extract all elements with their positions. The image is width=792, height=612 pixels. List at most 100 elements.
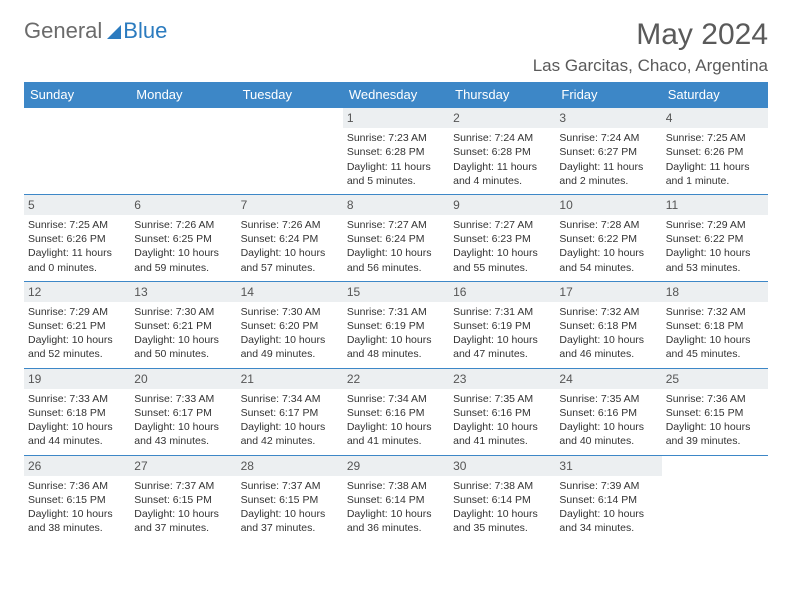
logo-text-gray: General — [24, 18, 102, 44]
sunrise-text: Sunrise: 7:35 AM — [453, 392, 551, 406]
calendar-day-cell: 29Sunrise: 7:38 AMSunset: 6:14 PMDayligh… — [343, 455, 449, 541]
sunset-text: Sunset: 6:15 PM — [666, 406, 764, 420]
day-number: 13 — [130, 282, 236, 302]
sunset-text: Sunset: 6:17 PM — [134, 406, 232, 420]
location: Las Garcitas, Chaco, Argentina — [533, 56, 768, 76]
logo: General Blue — [24, 18, 167, 44]
calendar-day-cell: 23Sunrise: 7:35 AMSunset: 6:16 PMDayligh… — [449, 368, 555, 455]
sunrise-text: Sunrise: 7:32 AM — [559, 305, 657, 319]
calendar-day-cell: 17 Sunrise: 7:32 AMSunset: 6:18 PMDayligh… — [555, 281, 661, 368]
weekday-header: Tuesday — [237, 82, 343, 108]
daylight-text: Daylight: 10 hours and 48 minutes. — [347, 333, 445, 361]
calendar-day-cell: 20Sunrise: 7:33 AMSunset: 6:17 PMDayligh… — [130, 368, 236, 455]
daylight-text: Daylight: 10 hours and 46 minutes. — [559, 333, 657, 361]
day-number: 17 — [555, 282, 661, 302]
daylight-text: Daylight: 10 hours and 56 minutes. — [347, 246, 445, 274]
sunset-text: Sunset: 6:14 PM — [559, 493, 657, 507]
calendar-day-cell: 15Sunrise: 7:31 AMSunset: 6:19 PMDayligh… — [343, 281, 449, 368]
sunset-text: Sunset: 6:26 PM — [28, 232, 126, 246]
daylight-text: Daylight: 10 hours and 36 minutes. — [347, 507, 445, 535]
sunrise-text: Sunrise: 7:23 AM — [347, 131, 445, 145]
daylight-text: Daylight: 10 hours and 53 minutes. — [666, 246, 764, 274]
header: General Blue May 2024 Las Garcitas, Chac… — [24, 18, 768, 76]
sunset-text: Sunset: 6:14 PM — [453, 493, 551, 507]
sunset-text: Sunset: 6:26 PM — [666, 145, 764, 159]
sunrise-text: Sunrise: 7:24 AM — [453, 131, 551, 145]
calendar-day-cell: 5Sunrise: 7:25 AMSunset: 6:26 PMDaylight… — [24, 194, 130, 281]
calendar-day-cell: 30Sunrise: 7:38 AMSunset: 6:14 PMDayligh… — [449, 455, 555, 541]
sunset-text: Sunset: 6:25 PM — [134, 232, 232, 246]
day-number: 7 — [237, 195, 343, 215]
daylight-text: Daylight: 11 hours and 5 minutes. — [347, 160, 445, 188]
sunset-text: Sunset: 6:18 PM — [666, 319, 764, 333]
title-block: May 2024 Las Garcitas, Chaco, Argentina — [533, 18, 768, 76]
day-number: 4 — [662, 108, 768, 128]
calendar-day-cell — [130, 108, 236, 195]
day-number: 8 — [343, 195, 449, 215]
day-number: 26 — [24, 456, 130, 476]
day-number: 30 — [449, 456, 555, 476]
sunrise-text: Sunrise: 7:39 AM — [559, 479, 657, 493]
daylight-text: Daylight: 10 hours and 37 minutes. — [241, 507, 339, 535]
sunrise-text: Sunrise: 7:26 AM — [134, 218, 232, 232]
calendar-day-cell: 27Sunrise: 7:37 AMSunset: 6:15 PMDayligh… — [130, 455, 236, 541]
day-number: 12 — [24, 282, 130, 302]
day-number: 10 — [555, 195, 661, 215]
day-number: 6 — [130, 195, 236, 215]
calendar-week-row: 5Sunrise: 7:25 AMSunset: 6:26 PMDaylight… — [24, 194, 768, 281]
daylight-text: Daylight: 10 hours and 57 minutes. — [241, 246, 339, 274]
sunset-text: Sunset: 6:24 PM — [347, 232, 445, 246]
daylight-text: Daylight: 10 hours and 37 minutes. — [134, 507, 232, 535]
calendar-day-cell: 10Sunrise: 7:28 AMSunset: 6:22 PMDayligh… — [555, 194, 661, 281]
sunset-text: Sunset: 6:19 PM — [453, 319, 551, 333]
daylight-text: Daylight: 10 hours and 40 minutes. — [559, 420, 657, 448]
sunrise-text: Sunrise: 7:30 AM — [134, 305, 232, 319]
daylight-text: Daylight: 10 hours and 45 minutes. — [666, 333, 764, 361]
daylight-text: Daylight: 10 hours and 44 minutes. — [28, 420, 126, 448]
sunset-text: Sunset: 6:22 PM — [666, 232, 764, 246]
calendar-day-cell: 9Sunrise: 7:27 AMSunset: 6:23 PMDaylight… — [449, 194, 555, 281]
day-number: 31 — [555, 456, 661, 476]
calendar-day-cell: 13Sunrise: 7:30 AMSunset: 6:21 PMDayligh… — [130, 281, 236, 368]
day-number: 18 — [662, 282, 768, 302]
daylight-text: Daylight: 10 hours and 52 minutes. — [28, 333, 126, 361]
day-number: 16 — [449, 282, 555, 302]
daylight-text: Daylight: 10 hours and 39 minutes. — [666, 420, 764, 448]
day-number: 21 — [237, 369, 343, 389]
calendar-day-cell: 24Sunrise: 7:35 AMSunset: 6:16 PMDayligh… — [555, 368, 661, 455]
sunset-text: Sunset: 6:22 PM — [559, 232, 657, 246]
sunrise-text: Sunrise: 7:37 AM — [134, 479, 232, 493]
sunset-text: Sunset: 6:18 PM — [28, 406, 126, 420]
calendar-day-cell — [24, 108, 130, 195]
daylight-text: Daylight: 10 hours and 41 minutes. — [453, 420, 551, 448]
sunset-text: Sunset: 6:18 PM — [559, 319, 657, 333]
day-number: 5 — [24, 195, 130, 215]
calendar-body: 1Sunrise: 7:23 AMSunset: 6:28 PMDaylight… — [24, 108, 768, 542]
sunrise-text: Sunrise: 7:32 AM — [666, 305, 764, 319]
sunrise-text: Sunrise: 7:36 AM — [28, 479, 126, 493]
sunrise-text: Sunrise: 7:24 AM — [559, 131, 657, 145]
sunrise-text: Sunrise: 7:25 AM — [666, 131, 764, 145]
sunrise-text: Sunrise: 7:29 AM — [28, 305, 126, 319]
sunrise-text: Sunrise: 7:28 AM — [559, 218, 657, 232]
daylight-text: Daylight: 11 hours and 1 minute. — [666, 160, 764, 188]
sunrise-text: Sunrise: 7:34 AM — [347, 392, 445, 406]
calendar-day-cell: 6Sunrise: 7:26 AMSunset: 6:25 PMDaylight… — [130, 194, 236, 281]
weekday-header: Wednesday — [343, 82, 449, 108]
sunrise-text: Sunrise: 7:38 AM — [347, 479, 445, 493]
day-number: 22 — [343, 369, 449, 389]
weekday-header: Sunday — [24, 82, 130, 108]
daylight-text: Daylight: 10 hours and 35 minutes. — [453, 507, 551, 535]
month-title: May 2024 — [533, 18, 768, 52]
calendar-day-cell: 22Sunrise: 7:34 AMSunset: 6:16 PMDayligh… — [343, 368, 449, 455]
weekday-header: Friday — [555, 82, 661, 108]
calendar-day-cell: 2Sunrise: 7:24 AMSunset: 6:28 PMDaylight… — [449, 108, 555, 195]
sunset-text: Sunset: 6:16 PM — [453, 406, 551, 420]
day-number: 9 — [449, 195, 555, 215]
calendar-day-cell: 18 Sunrise: 7:32 AMSunset: 6:18 PMDayligh… — [662, 281, 768, 368]
day-number: 24 — [555, 369, 661, 389]
sunset-text: Sunset: 6:19 PM — [347, 319, 445, 333]
day-number: 20 — [130, 369, 236, 389]
daylight-text: Daylight: 10 hours and 42 minutes. — [241, 420, 339, 448]
sunrise-text: Sunrise: 7:30 AM — [241, 305, 339, 319]
